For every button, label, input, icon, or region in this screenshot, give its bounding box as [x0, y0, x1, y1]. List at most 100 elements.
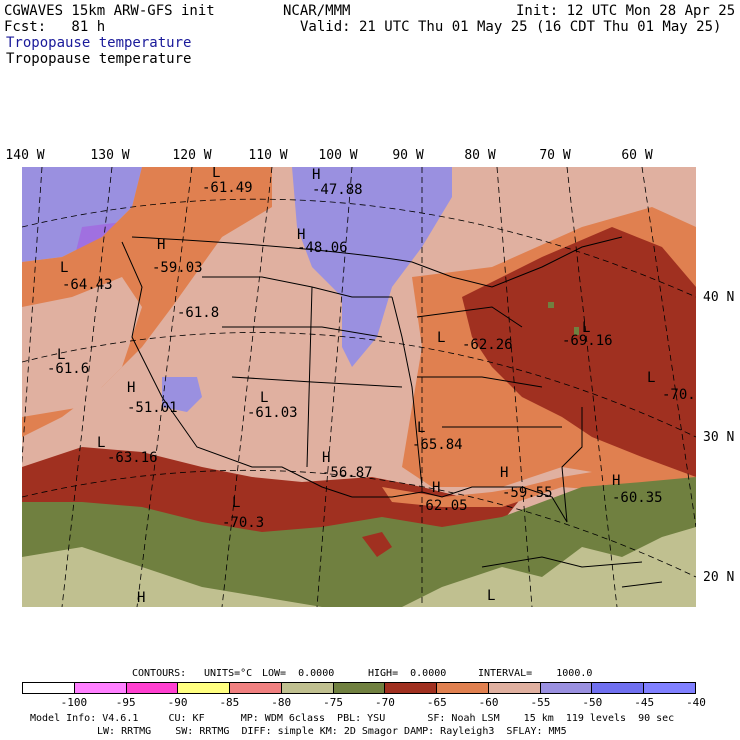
- colorbar-tick-label: -100: [60, 696, 88, 709]
- speck-1: [548, 302, 554, 308]
- colorbar-tick-label: -80: [271, 696, 292, 709]
- high-marker: H: [312, 167, 320, 183]
- longitude-label: 140 W: [5, 148, 45, 163]
- temperature-value-label: -62.26: [462, 337, 513, 353]
- low-marker: L: [487, 588, 495, 604]
- tropopause-temperature-map: -61.49 -47.88 -48.06 -59.03 -64.43 -61.8 -61.6…: [22, 167, 696, 607]
- region-east-warm: [462, 227, 696, 477]
- colorbar-tick-label: -90: [167, 696, 188, 709]
- temperature-value-label: -48.06: [297, 240, 348, 256]
- field-title-secondary: Tropopause temperature: [6, 51, 192, 67]
- temperature-value-label: -63.16: [107, 450, 158, 466]
- colorbar-swatch: [281, 683, 334, 693]
- high-marker: H: [500, 465, 508, 481]
- colorbar-tick-label: -60: [478, 696, 499, 709]
- low-marker: L: [212, 167, 220, 181]
- low-marker: L: [417, 420, 425, 436]
- colorbar-tick-label: -55: [530, 696, 551, 709]
- colorbar-tick-label: -70: [374, 696, 395, 709]
- contours-low: LOW= 0.0000: [262, 668, 335, 679]
- longitude-label: 120 W: [172, 148, 212, 163]
- colorbar-swatch: [592, 683, 645, 693]
- region-southwest-cold: [162, 377, 202, 412]
- region-gulf-orange: [382, 467, 696, 507]
- high-marker: H: [297, 227, 305, 243]
- temperature-value-label: -69.16: [562, 333, 613, 349]
- high-marker: H: [157, 237, 165, 253]
- region-central-cold: [292, 167, 452, 367]
- colorbar-swatch: [437, 683, 489, 693]
- valid-time: Valid: 21 UTC Thu 01 May 25 (16 CDT Thu …: [300, 19, 722, 35]
- contours-high: HIGH= 0.0000: [368, 668, 447, 679]
- colorbar-swatch: [230, 683, 282, 693]
- colorbar-tick-label: -50: [582, 696, 603, 709]
- temperature-value-label: -61.8: [177, 305, 219, 321]
- colorbar-tick-label: -95: [115, 696, 136, 709]
- high-marker: H: [322, 450, 330, 466]
- low-marker: L: [647, 370, 655, 386]
- temperature-value-label: -56.87: [322, 465, 373, 481]
- region-south-warm: [22, 447, 522, 537]
- low-marker: L: [582, 320, 590, 336]
- colorbar-tick-label: -75: [323, 696, 343, 709]
- contours-label: CONTOURS:: [132, 668, 187, 679]
- temperature-value-label: -70.06: [662, 387, 696, 403]
- graticule: [22, 167, 696, 607]
- colorbar-swatch: [23, 683, 75, 693]
- temperature-value-label: -51.01: [127, 400, 178, 416]
- model-info-line: Model Info: V4.6.1 CU: KF MP: WDM 6class…: [30, 713, 675, 724]
- latitude-label: 20 N: [703, 570, 735, 585]
- longitude-label: 60 W: [621, 148, 653, 163]
- low-marker: L: [232, 495, 240, 511]
- colorbar-swatch: [540, 683, 593, 693]
- contours-interval: INTERVAL= 1000.0: [478, 668, 593, 679]
- high-marker: H: [127, 380, 135, 396]
- temperature-value-label: -60.35: [612, 490, 663, 506]
- contours-units: UNITS=°C: [204, 668, 253, 679]
- colorbar-swatch: [74, 683, 127, 693]
- speck-2: [574, 327, 579, 335]
- temperature-value-label: -59.55: [502, 485, 553, 501]
- field-title-primary: Tropopause temperature: [6, 35, 192, 51]
- colorbar-tick-label: -45: [634, 696, 655, 709]
- temperature-value-label: -47.88: [312, 182, 363, 198]
- institution-label: NCAR/MMM: [283, 3, 351, 19]
- colorbar-tick-label: -65: [426, 696, 447, 709]
- init-time: Init: 12 UTC Mon 28 Apr 25: [516, 3, 736, 19]
- latitude-label: 40 N: [703, 290, 735, 305]
- longitude-label: 100 W: [318, 148, 358, 163]
- model-title: CGWAVES 15km ARW-GFS init: [4, 3, 215, 19]
- low-marker: L: [437, 330, 445, 346]
- longitude-label: 110 W: [248, 148, 288, 163]
- physics-info-line: LW: RRTMG SW: RRTMG DIFF: simple KM: 2D …: [97, 726, 567, 737]
- colorbar-swatch: [644, 683, 695, 693]
- high-marker: H: [432, 480, 440, 496]
- colorbar-swatch: [488, 683, 541, 693]
- forecast-hour: Fcst: 81 h: [4, 19, 106, 35]
- temperature-value-label: -61.49: [202, 180, 253, 196]
- political-borders: [121, 236, 663, 588]
- longitude-label: 90 W: [392, 148, 424, 163]
- temperature-value-label: -61.6: [47, 361, 89, 377]
- colorbar-tick-label: -40: [686, 696, 706, 709]
- high-marker: H: [612, 473, 620, 489]
- colorbar-swatch: [385, 683, 438, 693]
- colorbar-swatch: [126, 683, 179, 693]
- region-west-pink: [22, 277, 142, 417]
- colorbar-swatch: [333, 683, 386, 693]
- low-marker: L: [60, 260, 68, 276]
- longitude-label: 130 W: [90, 148, 130, 163]
- longitude-label: 80 W: [464, 148, 496, 163]
- longitude-label: 70 W: [539, 148, 571, 163]
- high-marker: H: [137, 590, 145, 606]
- low-marker: L: [260, 390, 268, 406]
- region-tropics-light: [22, 547, 322, 607]
- low-marker: L: [57, 347, 65, 363]
- temperature-value-label: -70.3: [222, 515, 264, 531]
- temperature-value-label: -64.43: [62, 277, 113, 293]
- latitude-label: 30 N: [703, 430, 735, 445]
- colorbar-swatch: [178, 683, 231, 693]
- temperature-value-label: -59.03: [152, 260, 203, 276]
- colorbar-tick-label: -85: [219, 696, 240, 709]
- temperature-value-label: -65.84: [412, 437, 463, 453]
